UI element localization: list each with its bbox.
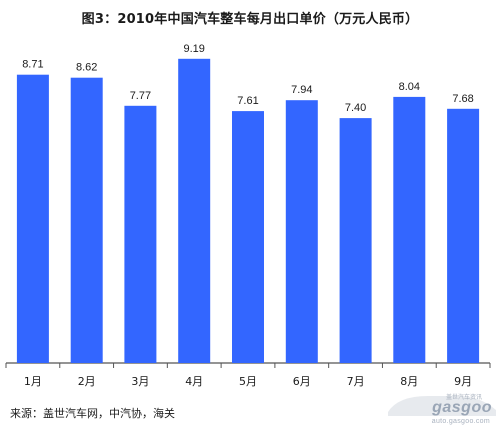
data-label-6: 7.94	[291, 84, 312, 96]
bar-2	[70, 77, 103, 363]
bar-4	[178, 58, 211, 364]
bar-8	[393, 96, 426, 364]
x-tick-label-5: 5月	[239, 375, 257, 388]
data-label-2: 8.62	[76, 62, 97, 74]
x-tick-label-2: 2月	[78, 375, 96, 388]
bar-9	[447, 108, 480, 363]
bar-1	[16, 74, 49, 363]
watermark-url: auto.gasgoo.com	[431, 418, 490, 425]
watermark-top-text: 盖世汽车资讯	[445, 394, 482, 401]
x-tick-label-8: 8月	[400, 375, 418, 388]
x-tick-label-6: 6月	[293, 375, 311, 388]
x-tick-label-9: 9月	[454, 375, 472, 388]
watermark-car-icon	[388, 396, 496, 416]
bar-3	[124, 105, 157, 364]
bar-7	[339, 118, 372, 363]
watermark-logo: gasgoo	[432, 399, 492, 416]
data-label-7: 7.40	[345, 102, 366, 114]
bar-5	[232, 111, 264, 363]
x-tick-label-7: 7月	[347, 375, 365, 388]
source-note: 来源：盖世汽车网，中汽协，海关	[10, 407, 175, 420]
chart-title: 图3：2010年中国汽车整车每月出口单价（万元人民币）	[81, 12, 419, 27]
x-tick-label-4: 4月	[185, 375, 203, 388]
bar-6	[285, 100, 318, 363]
x-tick-label-3: 3月	[131, 375, 149, 388]
data-label-4: 9.19	[183, 43, 204, 55]
data-label-8: 8.04	[399, 81, 420, 93]
data-label-9: 7.68	[452, 93, 473, 105]
data-label-5: 7.61	[237, 95, 258, 107]
data-label-1: 8.71	[22, 59, 43, 71]
data-label-3: 7.77	[130, 90, 151, 102]
x-tick-label-1: 1月	[24, 375, 42, 388]
